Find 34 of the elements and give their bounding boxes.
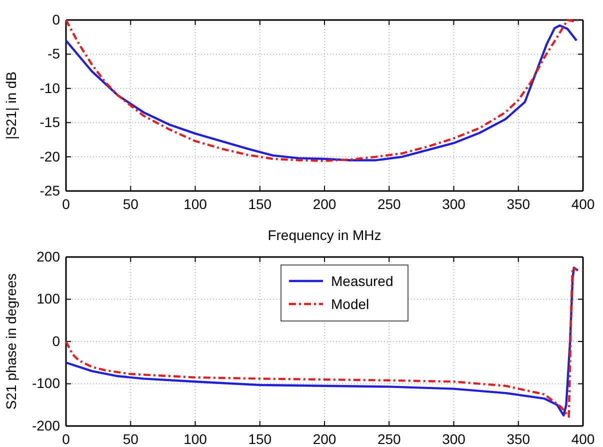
y-tick-label: 100 — [36, 290, 60, 307]
y-tick-label: -15 — [40, 114, 60, 130]
x-tick-label: 300 — [442, 430, 466, 447]
y-axis-title: S21 phase in degrees — [3, 273, 19, 410]
y-tick-label: -100 — [32, 375, 60, 392]
x-tick-label: 150 — [248, 196, 272, 212]
x-tick-label: 350 — [506, 430, 530, 447]
legend-label: Model — [331, 296, 370, 312]
x-tick-label: 0 — [62, 430, 70, 447]
x-tick-label: 250 — [377, 196, 402, 212]
x-tick-label: 0 — [62, 196, 70, 212]
x-tick-label: 100 — [184, 430, 208, 447]
y-tick-label: -10 — [40, 80, 60, 96]
y-axis-title: |S21| in dB — [3, 72, 19, 140]
y-tick-label: 0 — [52, 11, 60, 28]
y-tick-label: -200 — [32, 417, 60, 434]
y-tick-label: 200 — [36, 248, 60, 264]
legend-label: Measured — [331, 273, 394, 289]
y-tick-label: -25 — [40, 182, 60, 198]
x-tick-label: 200 — [312, 430, 336, 447]
x-tick-label: 100 — [184, 196, 208, 212]
x-tick-label: 400 — [571, 430, 595, 447]
y-tick-label: -5 — [48, 46, 60, 62]
x-tick-label: 250 — [377, 430, 402, 447]
x-axis-title: Frequency in MHz — [268, 227, 382, 243]
y-tick-label: 0 — [52, 332, 60, 349]
x-tick-label: 150 — [248, 430, 272, 447]
x-tick-label: 300 — [442, 196, 466, 212]
y-tick-label: -20 — [40, 148, 60, 164]
x-tick-label: 400 — [571, 196, 595, 212]
x-tick-label: 50 — [122, 196, 139, 212]
x-tick-label: 50 — [122, 430, 139, 447]
x-tick-label: 350 — [506, 196, 530, 212]
x-tick-label: 200 — [312, 196, 336, 212]
